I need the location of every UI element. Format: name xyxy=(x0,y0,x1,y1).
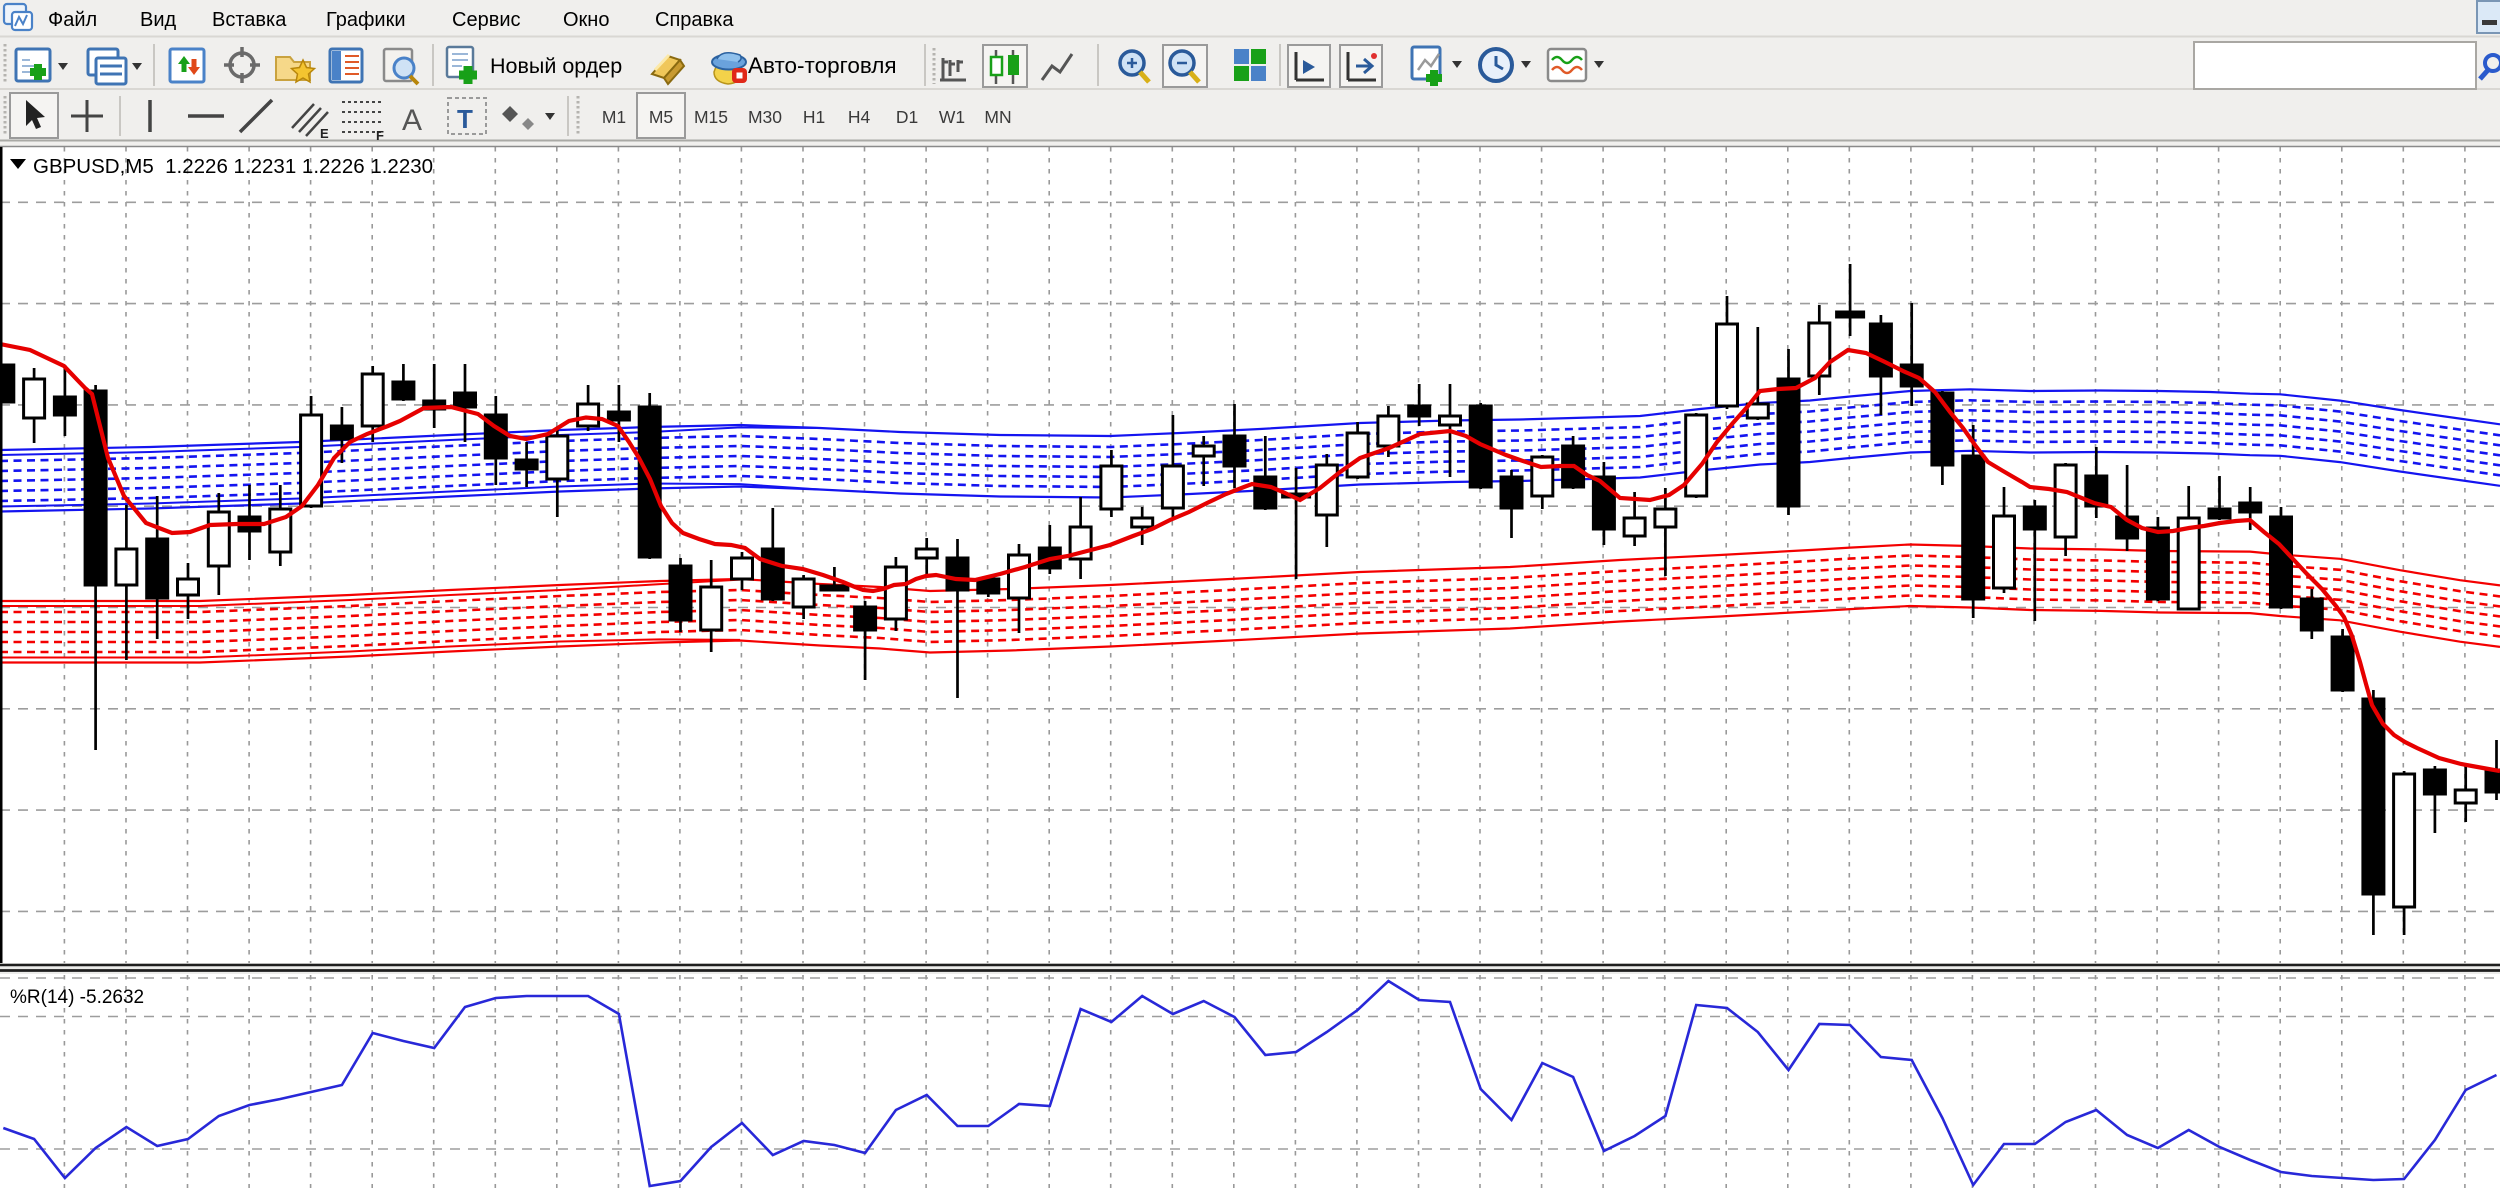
svg-text:T: T xyxy=(457,104,473,134)
svg-text:MN: MN xyxy=(984,107,1011,127)
svg-text:Вставка: Вставка xyxy=(212,9,287,31)
svg-text:Сервис: Сервис xyxy=(452,9,521,31)
svg-text:E: E xyxy=(320,126,329,141)
svg-text:Файл: Файл xyxy=(48,9,97,31)
svg-text:M30: M30 xyxy=(748,107,782,127)
svg-text:F: F xyxy=(376,128,384,143)
svg-text:M1: M1 xyxy=(602,107,626,127)
svg-text:Новый ордер: Новый ордер xyxy=(490,54,622,78)
svg-text:Авто-торговля: Авто-торговля xyxy=(748,53,897,78)
svg-text:Справка: Справка xyxy=(655,9,734,31)
svg-text:M5: M5 xyxy=(649,107,673,127)
svg-text:GBPUSD,M5 1.2226 1.2231 1.222: GBPUSD,M5 1.2226 1.2231 1.2226 1.2230 xyxy=(33,155,433,178)
svg-text:H1: H1 xyxy=(803,107,825,127)
svg-text:%R(14) -5.2632: %R(14) -5.2632 xyxy=(10,987,144,1008)
svg-text:Вид: Вид xyxy=(140,9,177,31)
svg-text:W1: W1 xyxy=(939,107,965,127)
svg-text:A: A xyxy=(402,104,422,137)
svg-text:Окно: Окно xyxy=(563,9,609,31)
svg-text:D1: D1 xyxy=(896,107,918,127)
svg-text:M15: M15 xyxy=(694,107,728,127)
svg-text:H4: H4 xyxy=(848,107,871,127)
svg-text:Графики: Графики xyxy=(326,9,406,31)
